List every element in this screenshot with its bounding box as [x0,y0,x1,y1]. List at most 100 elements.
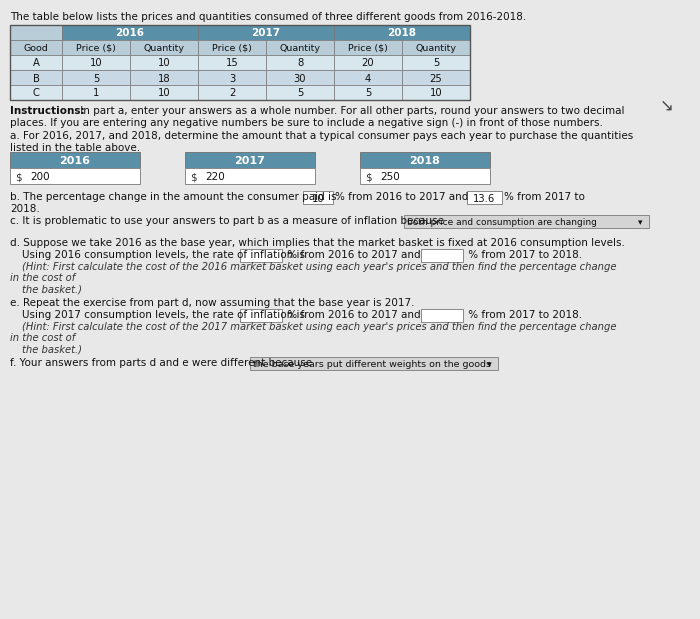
Bar [185,168,315,184]
Bar [266,55,334,70]
Bar [130,55,198,70]
Bar [266,70,334,85]
Text: 10: 10 [158,59,170,69]
Text: places. If you are entering any negative numbers be sure to include a negative s: places. If you are entering any negative… [10,118,603,128]
Text: the base years put different weights on the goods: the base years put different weights on … [253,360,491,369]
Bar [198,55,266,70]
Text: in the cost of: in the cost of [10,273,76,283]
Text: d. Suppose we take 2016 as the base year, which implies that the market basket i: d. Suppose we take 2016 as the base year… [10,238,625,248]
Bar [10,152,140,168]
Bar [266,40,334,55]
Bar [10,85,62,100]
Bar [421,309,463,322]
Bar [10,25,470,100]
Bar [334,40,402,55]
Bar [266,85,334,100]
Text: 3: 3 [229,74,235,84]
Text: 10: 10 [158,89,170,98]
Bar [250,357,498,370]
Bar [360,152,490,168]
Text: b. The percentage change in the amount the consumer paid is: b. The percentage change in the amount t… [10,192,340,202]
Text: Quantity: Quantity [144,44,185,53]
Text: 5: 5 [433,59,439,69]
Bar [198,85,266,100]
Bar [10,40,62,55]
Text: 13.6: 13.6 [473,194,495,204]
Bar [402,40,470,55]
Text: 30: 30 [294,74,307,84]
Text: In part a, enter your answers as a whole number. For all other parts, round your: In part a, enter your answers as a whole… [77,106,624,116]
Bar [130,70,198,85]
Text: 2018: 2018 [410,156,440,166]
Bar [10,55,62,70]
Bar [402,85,470,100]
Bar [334,25,470,40]
Bar [334,55,402,70]
Text: Using 2016 consumption levels, the rate of inflation is: Using 2016 consumption levels, the rate … [22,250,308,260]
Bar [185,152,315,168]
Text: 10: 10 [430,89,442,98]
Text: ↘: ↘ [660,97,674,115]
Text: $: $ [365,172,372,182]
Bar [303,191,333,204]
Bar [402,55,470,70]
Text: 18: 18 [158,74,170,84]
Text: both price and consumption are changing: both price and consumption are changing [407,218,597,227]
Bar [10,25,62,40]
Text: (Hint: First calculate the cost of the 2017 market basket using each year's pric: (Hint: First calculate the cost of the 2… [22,322,617,332]
Text: a. For 2016, 2017, and 2018, determine the amount that a typical consumer pays e: a. For 2016, 2017, and 2018, determine t… [10,131,634,141]
Text: the basket.): the basket.) [22,284,82,294]
Text: 5: 5 [297,89,303,98]
Bar [10,70,62,85]
Text: % from 2016 to 2017 and: % from 2016 to 2017 and [284,250,424,260]
Text: the basket.): the basket.) [22,344,82,354]
Text: 25: 25 [430,74,442,84]
Bar [62,40,130,55]
Text: in the cost of: in the cost of [10,333,76,343]
Text: 1: 1 [93,89,99,98]
Bar [10,168,140,184]
Text: 2016: 2016 [116,28,144,38]
Text: c. It is problematic to use your answers to part b as a measure of inflation bec: c. It is problematic to use your answers… [10,216,447,226]
Text: Price ($): Price ($) [76,44,116,53]
Text: listed in the table above.: listed in the table above. [10,143,140,153]
Text: 10: 10 [312,194,324,204]
Text: 20: 20 [362,59,375,69]
Bar [62,25,198,40]
Text: 5: 5 [93,74,99,84]
Bar [240,249,282,262]
Bar [467,191,502,204]
Text: 200: 200 [30,172,50,182]
Text: B: B [33,74,39,84]
Bar [62,70,130,85]
Text: % from 2017 to: % from 2017 to [504,192,585,202]
Text: 4: 4 [365,74,371,84]
Text: ▾: ▾ [487,360,491,369]
Text: 2018.: 2018. [10,204,40,214]
Text: 2: 2 [229,89,235,98]
Text: 8: 8 [297,59,303,69]
Text: A: A [33,59,39,69]
Bar [402,70,470,85]
Text: 5: 5 [365,89,371,98]
Text: Price ($): Price ($) [212,44,252,53]
Text: 2017: 2017 [251,28,281,38]
Text: Using 2017 consumption levels, the rate of inflation is: Using 2017 consumption levels, the rate … [22,310,308,320]
Text: f. Your answers from parts d and e were different because: f. Your answers from parts d and e were … [10,358,316,368]
Bar [198,25,334,40]
Bar [334,70,402,85]
Text: C: C [33,89,39,98]
Text: 220: 220 [205,172,225,182]
Text: The table below lists the prices and quantities consumed of three different good: The table below lists the prices and qua… [10,12,526,22]
Text: 2016: 2016 [60,156,90,166]
Text: (Hint: First calculate the cost of the 2016 market basket using each year's pric: (Hint: First calculate the cost of the 2… [22,262,617,272]
Text: Quantity: Quantity [279,44,321,53]
Bar [198,70,266,85]
Text: 15: 15 [225,59,239,69]
Text: $: $ [190,172,197,182]
Bar [404,215,649,228]
Bar [198,40,266,55]
Text: % from 2016 to 2017 and: % from 2016 to 2017 and [335,192,472,202]
Text: % from 2017 to 2018.: % from 2017 to 2018. [465,250,582,260]
Text: 250: 250 [380,172,400,182]
